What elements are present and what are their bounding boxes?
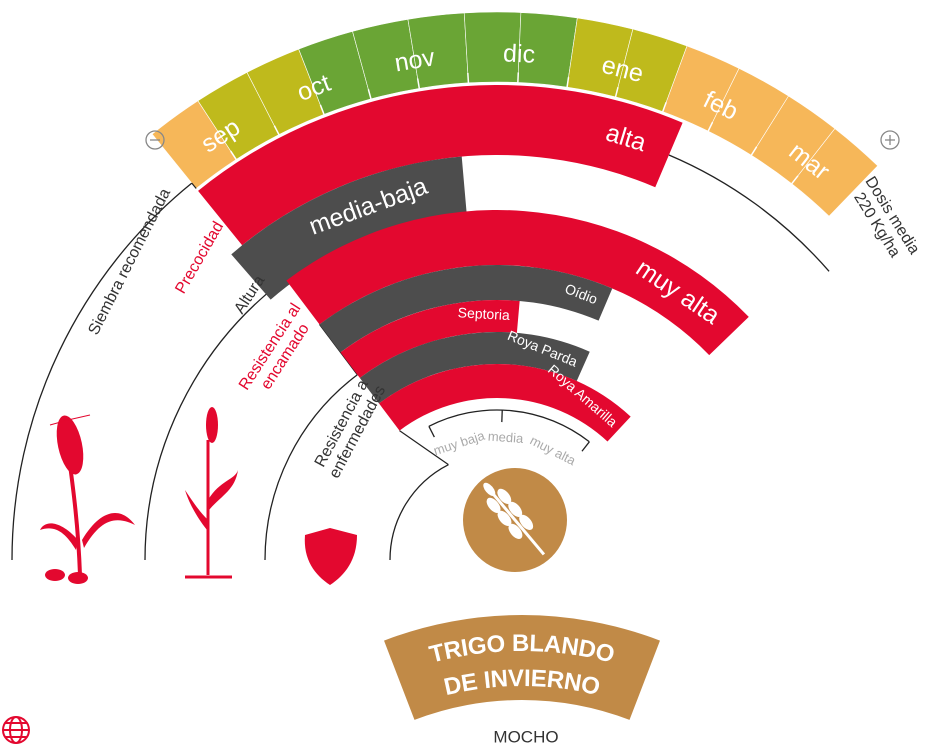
month-tick (319, 104, 325, 115)
scale-arc (428, 409, 590, 443)
month-segment (791, 128, 879, 217)
month-tick (614, 87, 619, 98)
rating-bar (198, 84, 683, 246)
rating-bar (286, 210, 749, 356)
plant-height-icon (185, 407, 238, 579)
row-label: Altura (231, 273, 268, 317)
product-badge (384, 615, 660, 720)
disease-bar (359, 332, 590, 404)
month-tick (273, 125, 280, 135)
row-label-group: Resistencia al encamado (236, 301, 313, 394)
guide-arc (11, 182, 193, 561)
month-label: nov (393, 43, 438, 77)
globe-icon (2, 716, 30, 744)
guide-arc (144, 282, 281, 561)
shapes (11, 11, 879, 720)
month-tick (750, 146, 758, 156)
month-tick (707, 121, 714, 132)
scale-label: muy alta (528, 433, 579, 469)
month-tick (367, 89, 372, 100)
month-label: dic (503, 39, 536, 68)
scale-label: media (487, 429, 524, 446)
separator (191, 182, 197, 189)
month-tick (662, 102, 667, 112)
minus-icon (145, 130, 165, 150)
month-tick (230, 150, 237, 160)
month-tick (566, 77, 570, 88)
disease-label: Septoria (457, 304, 510, 323)
guide-arc (668, 154, 830, 272)
disease-bar (340, 300, 520, 378)
guide-arc (389, 464, 449, 561)
plus-icon (880, 130, 900, 150)
dose-group: Dosis media 220 Kg/ha (850, 174, 922, 261)
wheat-icon (483, 482, 546, 556)
month-tick (416, 78, 421, 89)
month-tick (467, 72, 470, 83)
separator (399, 430, 449, 466)
wheat-plant-icon (40, 414, 135, 584)
shield-icon (304, 528, 357, 585)
disease-bar (319, 264, 613, 353)
scale-tick (581, 441, 590, 452)
rating-bar (231, 156, 467, 300)
scale-label: muy baja (432, 427, 488, 458)
row-label-group: Resistencia a enfermedades (312, 377, 389, 481)
row-label: Precocidad (172, 219, 227, 297)
variety-name: MOCHO (493, 727, 558, 746)
scale-tick (428, 426, 435, 438)
guide-arc (264, 374, 358, 561)
month-tick (791, 175, 799, 185)
disease-bar (379, 363, 631, 442)
row-label: Siembra recomendada (85, 186, 174, 338)
